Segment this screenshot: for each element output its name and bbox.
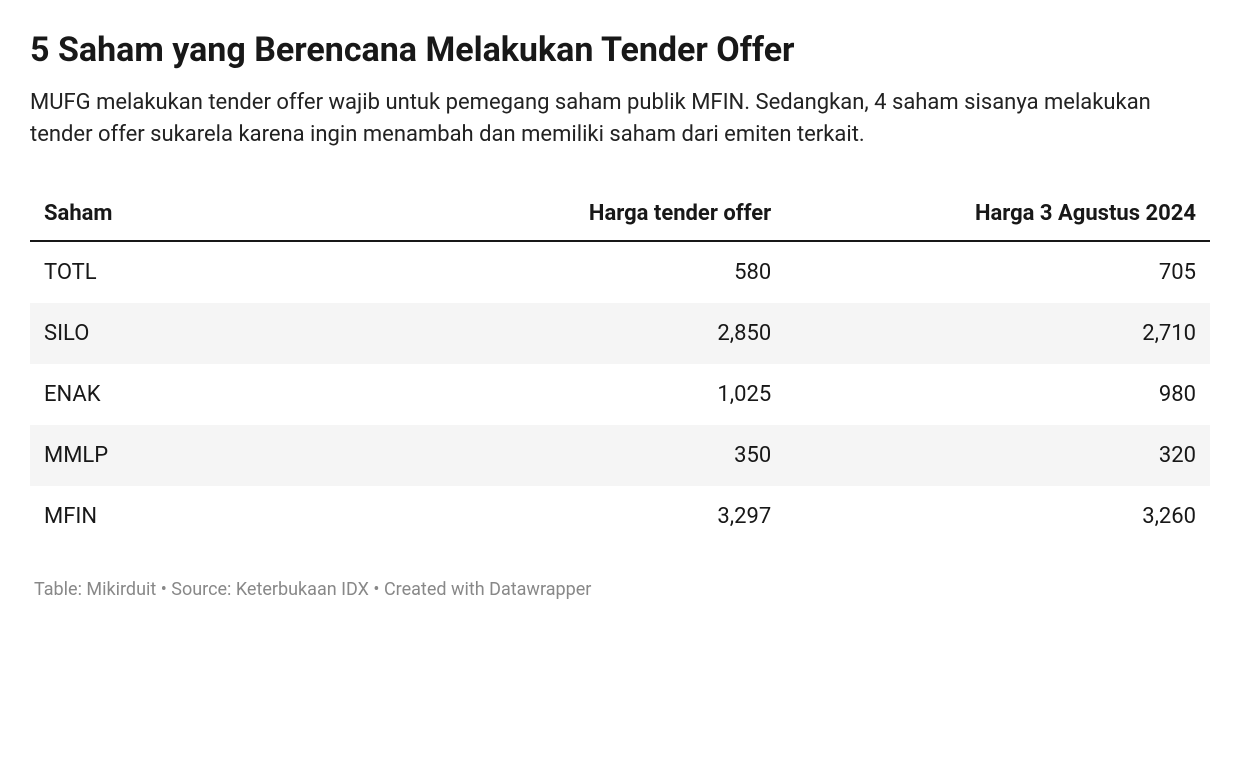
cell-harga: 980 bbox=[785, 364, 1210, 425]
table-row: MFIN 3,297 3,260 bbox=[30, 486, 1210, 547]
col-header-saham: Saham bbox=[30, 187, 455, 241]
table-row: ENAK 1,025 980 bbox=[30, 364, 1210, 425]
table-footer-credit: Table: Mikirduit • Source: Keterbukaan I… bbox=[30, 579, 1210, 600]
cell-tender: 1,025 bbox=[455, 364, 785, 425]
table-row: MMLP 350 320 bbox=[30, 425, 1210, 486]
cell-saham: ENAK bbox=[30, 364, 455, 425]
cell-saham: MFIN bbox=[30, 486, 455, 547]
cell-saham: MMLP bbox=[30, 425, 455, 486]
cell-saham: TOTL bbox=[30, 241, 455, 303]
table-row: TOTL 580 705 bbox=[30, 241, 1210, 303]
col-header-harga: Harga 3 Agustus 2024 bbox=[785, 187, 1210, 241]
page-subtitle: MUFG melakukan tender offer wajib untuk … bbox=[30, 87, 1210, 151]
cell-tender: 2,850 bbox=[455, 303, 785, 364]
cell-harga: 2,710 bbox=[785, 303, 1210, 364]
cell-harga: 320 bbox=[785, 425, 1210, 486]
col-header-tender: Harga tender offer bbox=[455, 187, 785, 241]
cell-tender: 350 bbox=[455, 425, 785, 486]
cell-tender: 3,297 bbox=[455, 486, 785, 547]
cell-harga: 705 bbox=[785, 241, 1210, 303]
page-title: 5 Saham yang Berencana Melakukan Tender … bbox=[30, 30, 1210, 71]
table-header-row: Saham Harga tender offer Harga 3 Agustus… bbox=[30, 187, 1210, 241]
cell-tender: 580 bbox=[455, 241, 785, 303]
cell-saham: SILO bbox=[30, 303, 455, 364]
cell-harga: 3,260 bbox=[785, 486, 1210, 547]
table-row: SILO 2,850 2,710 bbox=[30, 303, 1210, 364]
tender-offer-table: Saham Harga tender offer Harga 3 Agustus… bbox=[30, 187, 1210, 547]
